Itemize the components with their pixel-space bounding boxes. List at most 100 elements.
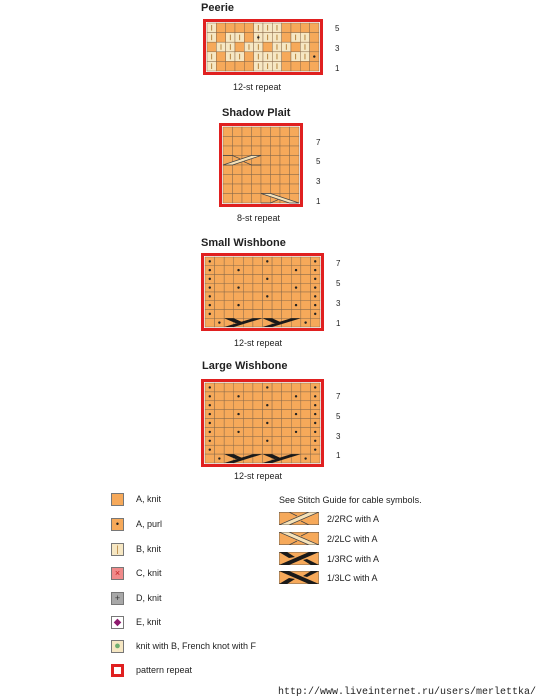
chart-cell	[270, 155, 281, 166]
chart-cell	[233, 400, 244, 410]
chart-cell	[243, 274, 254, 284]
purl-dot	[314, 412, 317, 416]
chart-cell	[279, 126, 290, 137]
chart-cell	[270, 164, 281, 175]
chart-cell	[214, 444, 225, 455]
chart-cell	[232, 174, 243, 185]
chart-cell	[252, 444, 263, 455]
legend-label: D, knit	[136, 593, 162, 603]
purl-dot	[266, 386, 269, 389]
legend-e-knit: ◆ E, knit	[111, 616, 311, 634]
purl-dot	[294, 303, 298, 307]
chart-cell	[222, 126, 233, 137]
chart-cell	[271, 436, 282, 446]
chart-cell	[233, 382, 244, 393]
chart-cell	[223, 274, 234, 284]
purl-dot	[294, 268, 298, 272]
purl-dot	[314, 295, 317, 298]
chart-cell	[300, 61, 310, 72]
chart-cell	[270, 136, 281, 147]
chart-cell	[291, 309, 302, 319]
purl-dot	[208, 277, 211, 281]
chart-cell	[214, 400, 225, 410]
chart-cell	[300, 300, 311, 310]
purl-dot	[208, 260, 211, 263]
chart-cell	[309, 61, 320, 72]
chart-cell	[233, 309, 244, 319]
chart-cell	[271, 400, 282, 410]
purl-dot	[314, 404, 317, 407]
cable-strand	[243, 161, 261, 166]
chart-cell	[260, 155, 271, 166]
cable-1-3rc-icon	[279, 552, 319, 565]
chart-cell	[214, 265, 225, 275]
chart-cell	[271, 265, 282, 275]
chart-cell	[281, 436, 292, 446]
chart-cell	[222, 145, 233, 156]
repeat-label-small-wishbone: 12-st repeat	[234, 338, 283, 348]
chart-cell	[279, 155, 290, 166]
repeat-label-large-wishbone: 12-st repeat	[234, 471, 283, 481]
chart-cell	[234, 41, 245, 53]
chart-cell	[271, 274, 282, 284]
chart-cell	[243, 283, 254, 293]
cable-strand	[223, 155, 241, 160]
purl-dot	[208, 448, 211, 451]
legend-label: knit with B, French knot with F	[136, 641, 257, 651]
chart-title-shadow-plait: Shadow Plait	[222, 107, 291, 119]
chart-cell	[270, 174, 281, 185]
purl-dot	[304, 457, 307, 460]
cable-1-3lc-icon	[279, 571, 319, 584]
chart-cell	[260, 164, 271, 175]
chart-cell	[289, 164, 300, 175]
chart-cell	[214, 382, 225, 393]
chart-cell	[244, 61, 254, 72]
chart-cell	[241, 136, 252, 147]
chart-cell	[281, 256, 292, 266]
chart-cell	[289, 155, 300, 166]
chart-cell	[214, 391, 225, 402]
purl-dot	[314, 430, 317, 434]
chart-cell	[291, 274, 302, 284]
chart-cell	[232, 193, 243, 204]
purl-dot	[314, 277, 317, 281]
chart-cell	[214, 409, 225, 419]
chart-cell	[241, 183, 252, 194]
chart-cell	[262, 427, 273, 437]
chart-cell	[300, 444, 311, 455]
chart-cell	[291, 256, 302, 266]
chart-cell	[204, 453, 215, 464]
cable-label: 1/3RC with A	[327, 554, 380, 564]
chart-peerie	[203, 19, 323, 75]
chart-cell	[233, 444, 244, 455]
chart-cell	[233, 256, 244, 266]
chart-cell	[243, 409, 254, 419]
cable-1-3-mark	[224, 454, 244, 459]
chart-cell	[271, 256, 282, 266]
chart-cell	[271, 283, 282, 293]
cable-1-3-mark	[262, 454, 282, 459]
chart-cell	[252, 382, 263, 393]
chart-cell	[300, 283, 311, 293]
d-knit-swatch-icon: +	[111, 592, 124, 605]
chart-cell	[222, 136, 233, 147]
purl-dot	[314, 312, 317, 316]
chart-cell	[291, 436, 302, 446]
chart-cell	[243, 256, 254, 266]
chart-cell	[300, 309, 311, 319]
chart-cell	[260, 183, 271, 194]
purl-dot	[208, 412, 211, 416]
row-number: 1	[336, 451, 341, 460]
chart-cell	[244, 22, 254, 33]
row-number: 1	[336, 319, 341, 328]
pattern-repeat-frame	[201, 379, 324, 467]
chart-cell	[270, 145, 281, 156]
chart-cell	[223, 400, 234, 410]
chart-cell	[289, 145, 300, 156]
chart-cell	[243, 400, 254, 410]
chart-cell	[262, 309, 273, 319]
legend-label: C, knit	[136, 568, 162, 578]
chart-cell	[223, 436, 234, 446]
row-number: 3	[336, 432, 341, 441]
chart-cell	[262, 444, 273, 455]
